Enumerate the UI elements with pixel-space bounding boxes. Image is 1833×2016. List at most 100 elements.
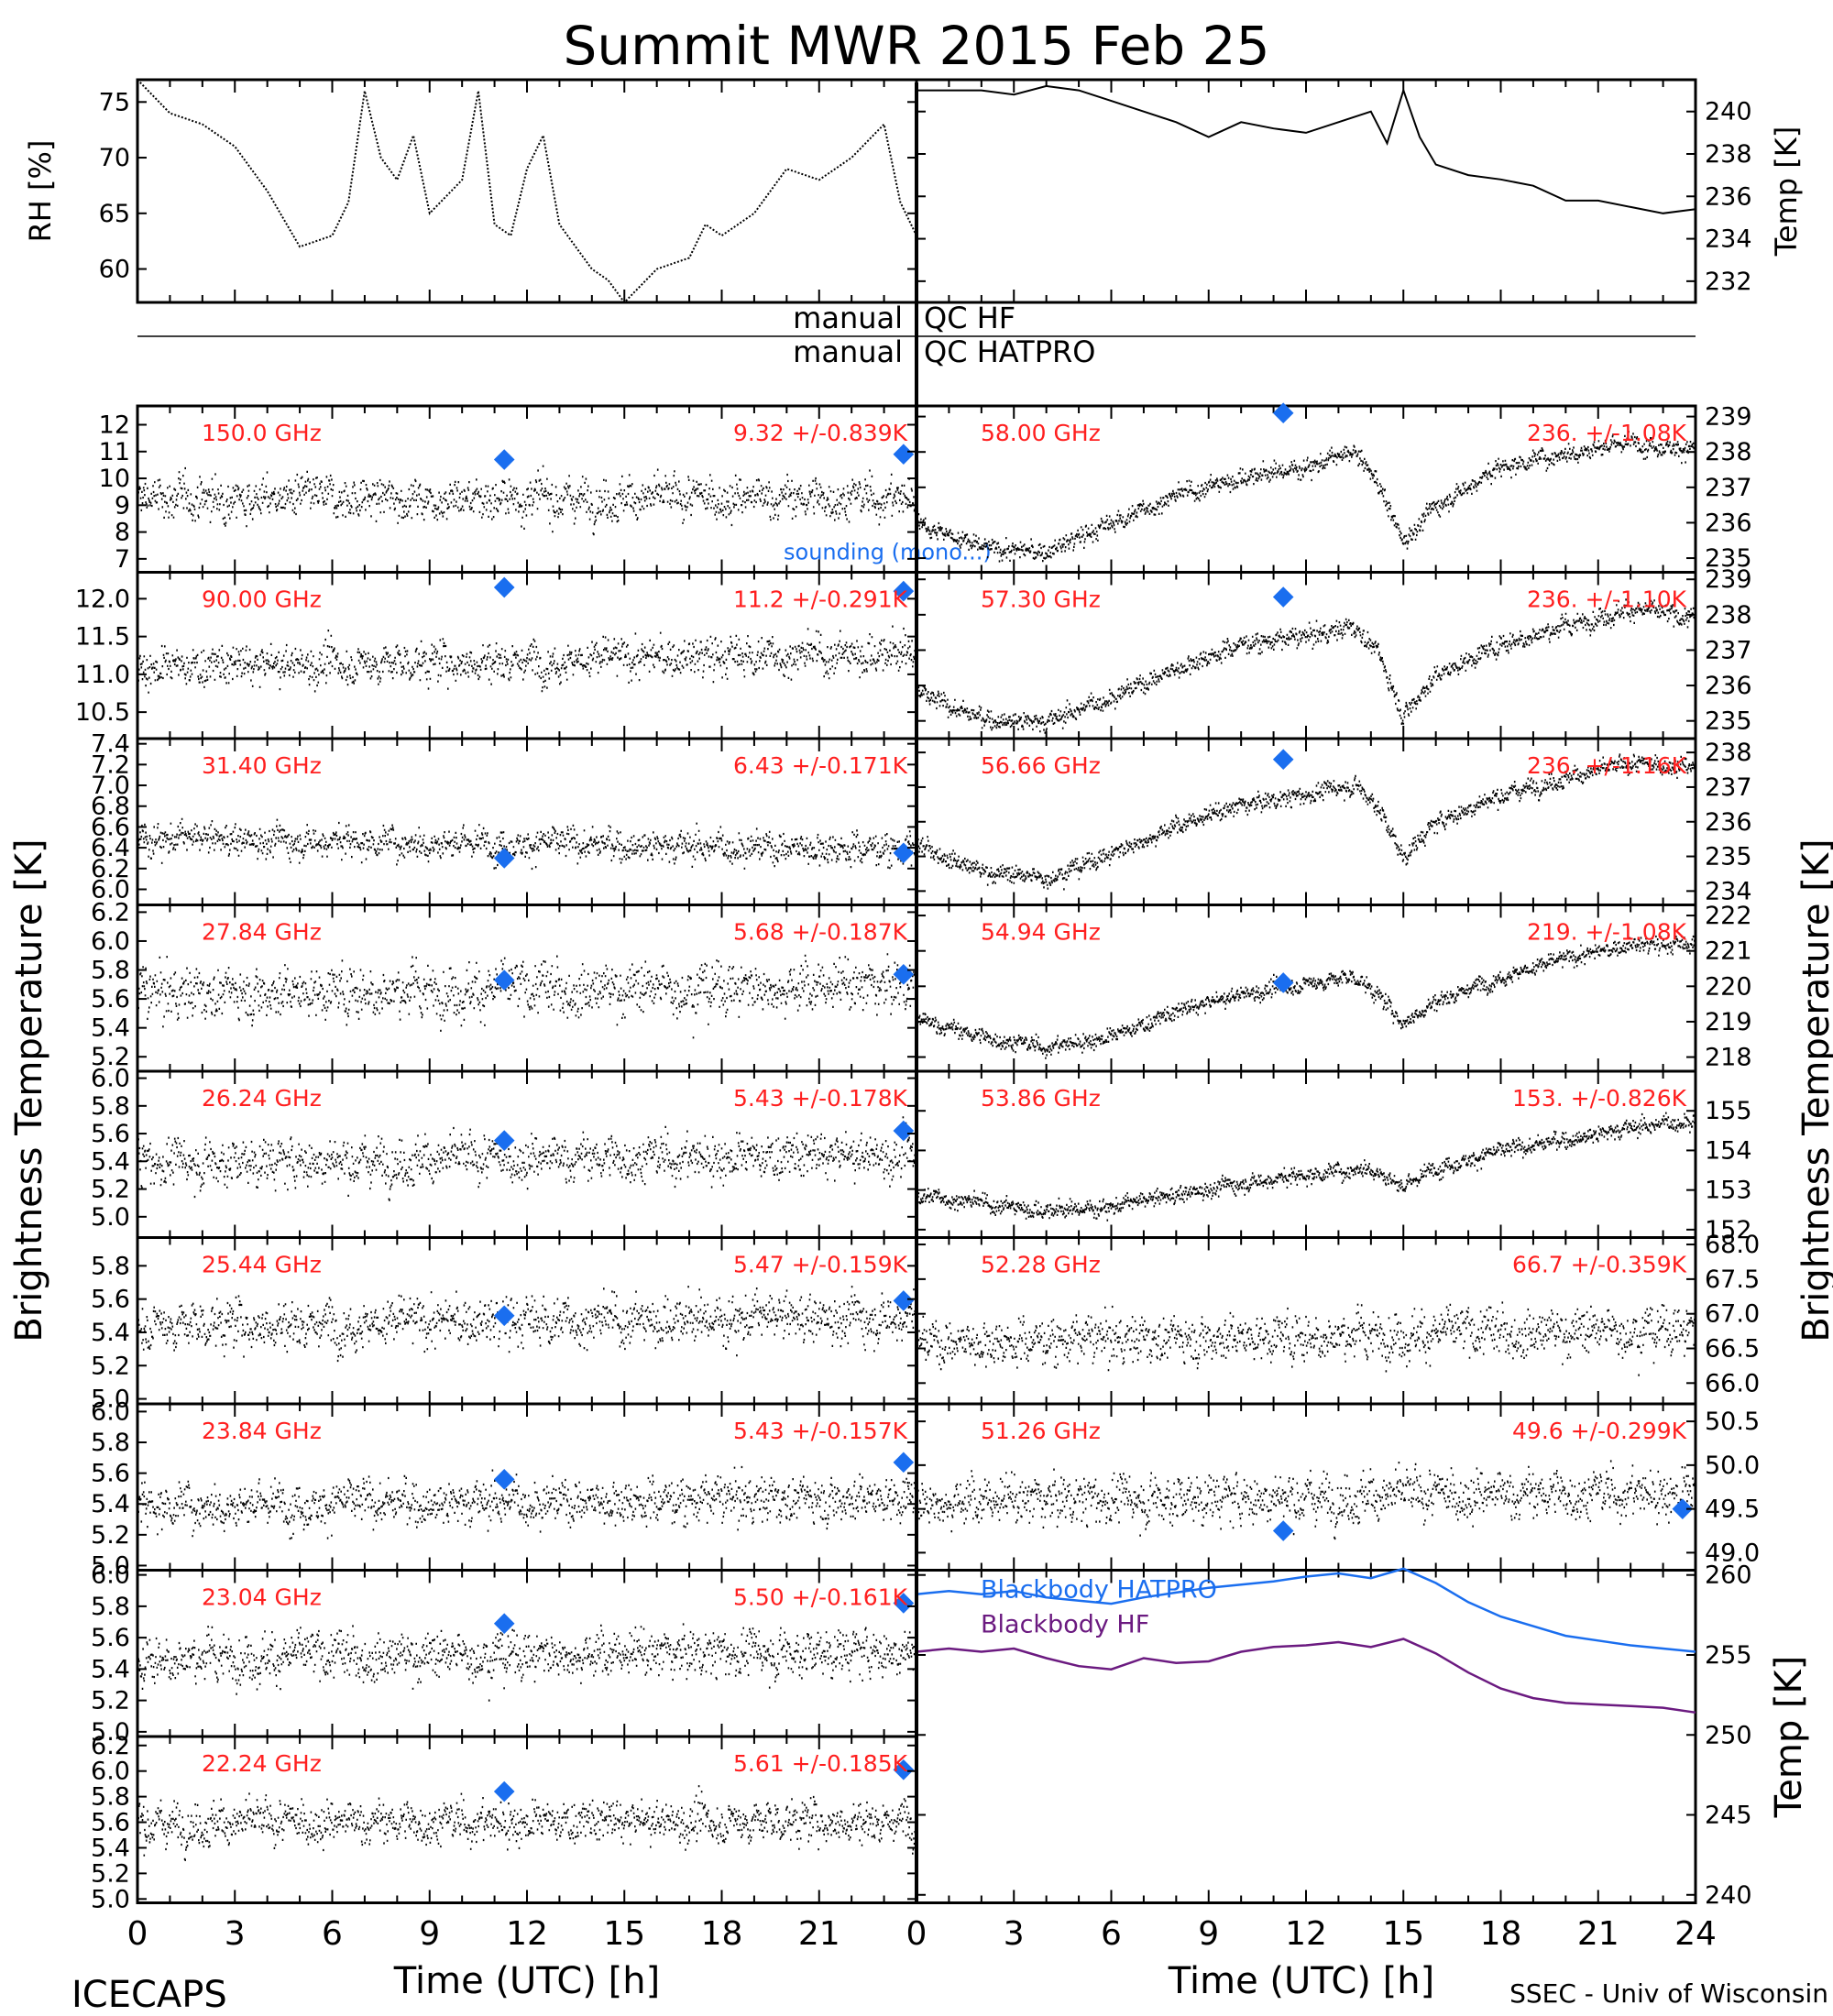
data-trace-p2304: [137, 1623, 917, 1702]
data-trace-p2224: [137, 1785, 917, 1861]
y-tick-label: 6.6: [91, 813, 130, 841]
y-tick-label: 5.8: [91, 1252, 130, 1280]
y-tick-label: 238: [1705, 601, 1752, 630]
sounding-point: [1272, 972, 1294, 993]
stat-label: 219. +/-1.08K: [1527, 919, 1687, 946]
y-tick-label: 5.6: [91, 1809, 130, 1837]
y-tick-label: 5.0: [91, 1551, 130, 1580]
y-tick-label: 5.2: [91, 1687, 130, 1715]
x-tick-label-left: 12: [506, 1915, 548, 1953]
y-tick-label: 5.8: [91, 1429, 130, 1457]
frequency-label: 53.86 GHz: [981, 1085, 1101, 1112]
stat-label: 49.6 +/-0.299K: [1512, 1418, 1687, 1444]
stat-label: 5.50 +/-0.161K: [733, 1584, 908, 1611]
sounding-point: [493, 449, 515, 470]
sounding-point: [493, 1613, 515, 1635]
x-tick-label-right: 3: [1004, 1915, 1025, 1953]
data-trace-p5126: [916, 1460, 1696, 1540]
x-tick-label-left: 18: [701, 1915, 743, 1953]
y-tick-label: 239: [1705, 403, 1752, 432]
frequency-label: 56.66 GHz: [981, 752, 1101, 779]
qc-label-right-1: QC HF: [924, 301, 1015, 335]
y-tick-label: 236: [1705, 672, 1752, 700]
y-tick-label: 49.5: [1705, 1496, 1760, 1524]
y-tick-label: 5.6: [91, 985, 130, 1013]
stat-label: 236. +/-1.16K: [1527, 752, 1687, 779]
sounding-point: [893, 1290, 915, 1311]
x-tick-label-left: 15: [603, 1915, 645, 1953]
y-tick-label: 6.0: [91, 1397, 130, 1426]
y-tick-label: 238: [1705, 140, 1752, 169]
y-tick-label: 5.4: [91, 1655, 130, 1683]
y-tick-label: 236: [1705, 509, 1752, 537]
y-tick-label: 7.4: [91, 730, 130, 759]
sounding-point: [893, 1452, 915, 1474]
y-tick-label: 6.2: [91, 1732, 130, 1760]
y-tick-label: 5.2: [91, 1521, 130, 1550]
y-tick-label: 6.0: [91, 1758, 130, 1786]
y-tick-label: 234: [1705, 225, 1752, 254]
y-tick-label: 6.4: [91, 834, 130, 862]
plot-area: 150.0 GHz 9.32 +/-0.839K sounding (mono...…: [23, 78, 1810, 1953]
y-tick-label: 12.0: [75, 585, 130, 613]
sounding-point: [893, 1593, 915, 1614]
y-tick-label: 250: [1705, 1721, 1752, 1749]
y-tick-label: 220: [1705, 972, 1752, 1001]
chart-title: Summit MWR 2015 Feb 25: [564, 15, 1270, 77]
x-tick-label-right: 12: [1285, 1915, 1327, 1953]
sounding-point: [1272, 749, 1294, 771]
y-tick-label: 235: [1705, 843, 1752, 871]
stat-label: 11.2 +/-0.291K: [733, 586, 908, 613]
y-tick-label: 152: [1705, 1216, 1752, 1244]
y-tick-label: 236: [1705, 182, 1752, 211]
qc-label-left-1: manual: [793, 301, 903, 335]
x-tick-label-left: 6: [322, 1915, 343, 1953]
data-trace-p31: [137, 817, 917, 871]
footer-left: ICECAPS: [71, 1974, 227, 2016]
y-tick-label: 66.5: [1705, 1335, 1760, 1364]
y-tick-label: 5.4: [91, 1014, 130, 1043]
x-tick-label-right: 6: [1101, 1915, 1122, 1953]
y-tick-label: 5.6: [91, 1624, 130, 1652]
y-tick-label: 70: [99, 144, 130, 172]
sounding-point: [493, 970, 515, 991]
y-tick-label: 235: [1705, 707, 1752, 736]
x-tick-label-right: 24: [1674, 1915, 1717, 1953]
y-tick-label: 65: [99, 200, 130, 228]
frequency-label: 58.00 GHz: [981, 420, 1101, 446]
frequency-label: 31.40 GHz: [202, 752, 322, 779]
x-axis-title-right: Time (UTC) [h]: [1168, 1960, 1434, 2002]
y-axis-title-left: Brightness Temperature [K]: [8, 838, 50, 1342]
sounding-point: [893, 1120, 915, 1142]
x-tick-label-left: 3: [225, 1915, 246, 1953]
sounding-point: [493, 1469, 515, 1490]
y-tick-label: 50.5: [1705, 1408, 1760, 1436]
y-tick-label: 239: [1705, 565, 1752, 594]
y-tick-label: 11: [99, 438, 130, 466]
data-trace-p150: [137, 465, 917, 536]
y-tick-label: 8: [115, 519, 130, 547]
y-tick-label: 6.0: [91, 875, 130, 904]
met-axis-label: RH [%]: [23, 140, 58, 243]
y-tick-label: 5.2: [91, 1043, 130, 1071]
x-tick-label-left: 9: [419, 1915, 440, 1953]
y-tick-label: 5.6: [91, 1120, 130, 1148]
y-axis-title-right: Brightness Temperature [K]: [1795, 838, 1833, 1342]
y-tick-label: 5.8: [91, 1783, 130, 1812]
y-tick-label: 238: [1705, 739, 1752, 767]
stat-label: 5.68 +/-0.187K: [733, 919, 908, 946]
y-tick-label: 236: [1705, 808, 1752, 837]
y-tick-label: 7: [115, 545, 130, 574]
y-tick-label: 5.2: [91, 1176, 130, 1204]
data-trace-p2544: [137, 1286, 917, 1363]
qc-label-left-2: manual: [793, 334, 903, 369]
y-tick-label: 50.0: [1705, 1452, 1760, 1480]
data-trace-p5228: [916, 1301, 1696, 1376]
y-tick-label: 153: [1705, 1177, 1752, 1205]
x-tick-label-right: 18: [1480, 1915, 1522, 1953]
x-tick-label-right: 0: [906, 1915, 927, 1953]
y-tick-label: 218: [1705, 1044, 1752, 1072]
sounding-point: [1672, 1498, 1694, 1519]
y-tick-label: 6.2: [91, 898, 130, 926]
